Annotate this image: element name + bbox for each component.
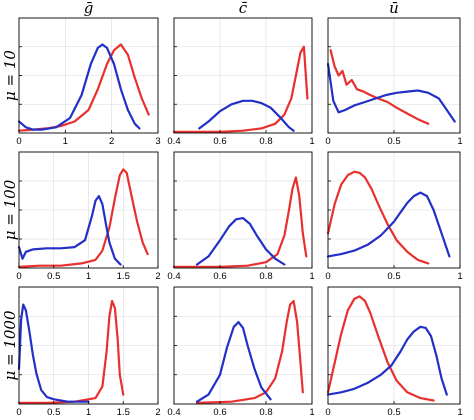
panel-frame	[173, 17, 313, 134]
panel-1-1: 0.4 0.6 0.8 1	[167, 151, 315, 282]
panel-0-2: 0 0.5 1	[325, 17, 463, 147]
row-label-2: μ = 1000	[1, 310, 19, 380]
x-tick-label: 0.4	[167, 136, 180, 147]
x-tick-label: 1	[309, 271, 314, 282]
x-tick-label: 0.4	[167, 271, 180, 282]
panel-2-2: 0 0.5 1	[325, 286, 463, 418]
series-blue-line	[198, 99, 295, 132]
x-tick-label: 0.6	[213, 407, 226, 418]
series-blue-line	[195, 321, 272, 403]
x-tick-label: 0.5	[47, 271, 60, 282]
x-tick-label: 0.5	[387, 407, 400, 418]
panel-frame	[173, 286, 313, 405]
x-tick-label: 2	[109, 136, 114, 147]
x-tick-label: 0.5	[387, 271, 400, 282]
x-tick-label: 0	[325, 407, 330, 418]
series-blue-line	[326, 191, 451, 258]
series-red-line	[195, 299, 304, 404]
panel-1-0: 0 0.5 1 1.5 2	[16, 151, 161, 282]
x-tick-label: 1.5	[117, 271, 130, 282]
series-blue-line	[17, 303, 90, 403]
series-blue-line	[17, 43, 141, 131]
x-tick-label: 0	[325, 271, 330, 282]
x-tick-label: 1	[86, 271, 91, 282]
panel-frame	[18, 17, 159, 134]
x-tick-label: 3	[155, 136, 160, 147]
series-red-line	[326, 170, 430, 265]
series-blue-line	[326, 325, 448, 396]
x-tick-label: 1	[63, 136, 68, 147]
panel-2-0: 0 0.5 1 1.5 2	[16, 286, 161, 418]
x-tick-label: 1	[457, 271, 462, 282]
x-tick-label: 0	[16, 407, 21, 418]
x-tick-label: 0.5	[47, 407, 60, 418]
panel-frame	[173, 151, 313, 269]
x-tick-label: 2	[155, 271, 160, 282]
x-tick-label: 1	[457, 407, 462, 418]
series-red-line	[17, 168, 149, 268]
column-title-2: ū	[389, 0, 399, 17]
x-tick-label: 0.6	[213, 136, 226, 147]
x-tick-label: 1	[309, 136, 314, 147]
series-blue-line	[17, 195, 122, 266]
series-red-line	[326, 295, 435, 402]
series-red-line	[329, 49, 430, 125]
row-label-1: μ = 100	[1, 179, 19, 240]
series-blue-line	[326, 62, 456, 123]
column-title-1: c̄	[239, 0, 248, 17]
x-tick-label: 0.5	[387, 136, 400, 147]
x-tick-label: 0	[325, 136, 330, 147]
x-tick-label: 0	[16, 271, 21, 282]
panel-0-1: 0.4 0.6 0.8 1	[167, 17, 315, 147]
x-tick-label: 1	[309, 407, 314, 418]
series-red-line	[172, 45, 309, 133]
row-label-0: μ = 10	[1, 50, 19, 101]
x-tick-label: 0.4	[167, 407, 180, 418]
x-tick-label: 0.8	[259, 136, 272, 147]
series-red-line	[172, 176, 308, 268]
x-tick-label: 1	[86, 407, 91, 418]
panel-2-1: 0.4 0.6 0.8 1	[167, 286, 315, 418]
x-tick-label: 0	[16, 136, 21, 147]
panel-0-0: 0 1 2 3	[16, 17, 161, 147]
x-tick-label: 1.5	[117, 407, 130, 418]
x-tick-label: 1	[457, 136, 462, 147]
x-tick-label: 0.8	[259, 271, 272, 282]
x-tick-label: 0.6	[213, 271, 226, 282]
series-blue-line	[195, 217, 286, 266]
column-title-0: ḡ	[84, 0, 94, 17]
panel-1-2: 0 0.5 1	[325, 151, 463, 282]
x-tick-label: 0.8	[259, 407, 272, 418]
x-tick-label: 2	[155, 407, 160, 418]
